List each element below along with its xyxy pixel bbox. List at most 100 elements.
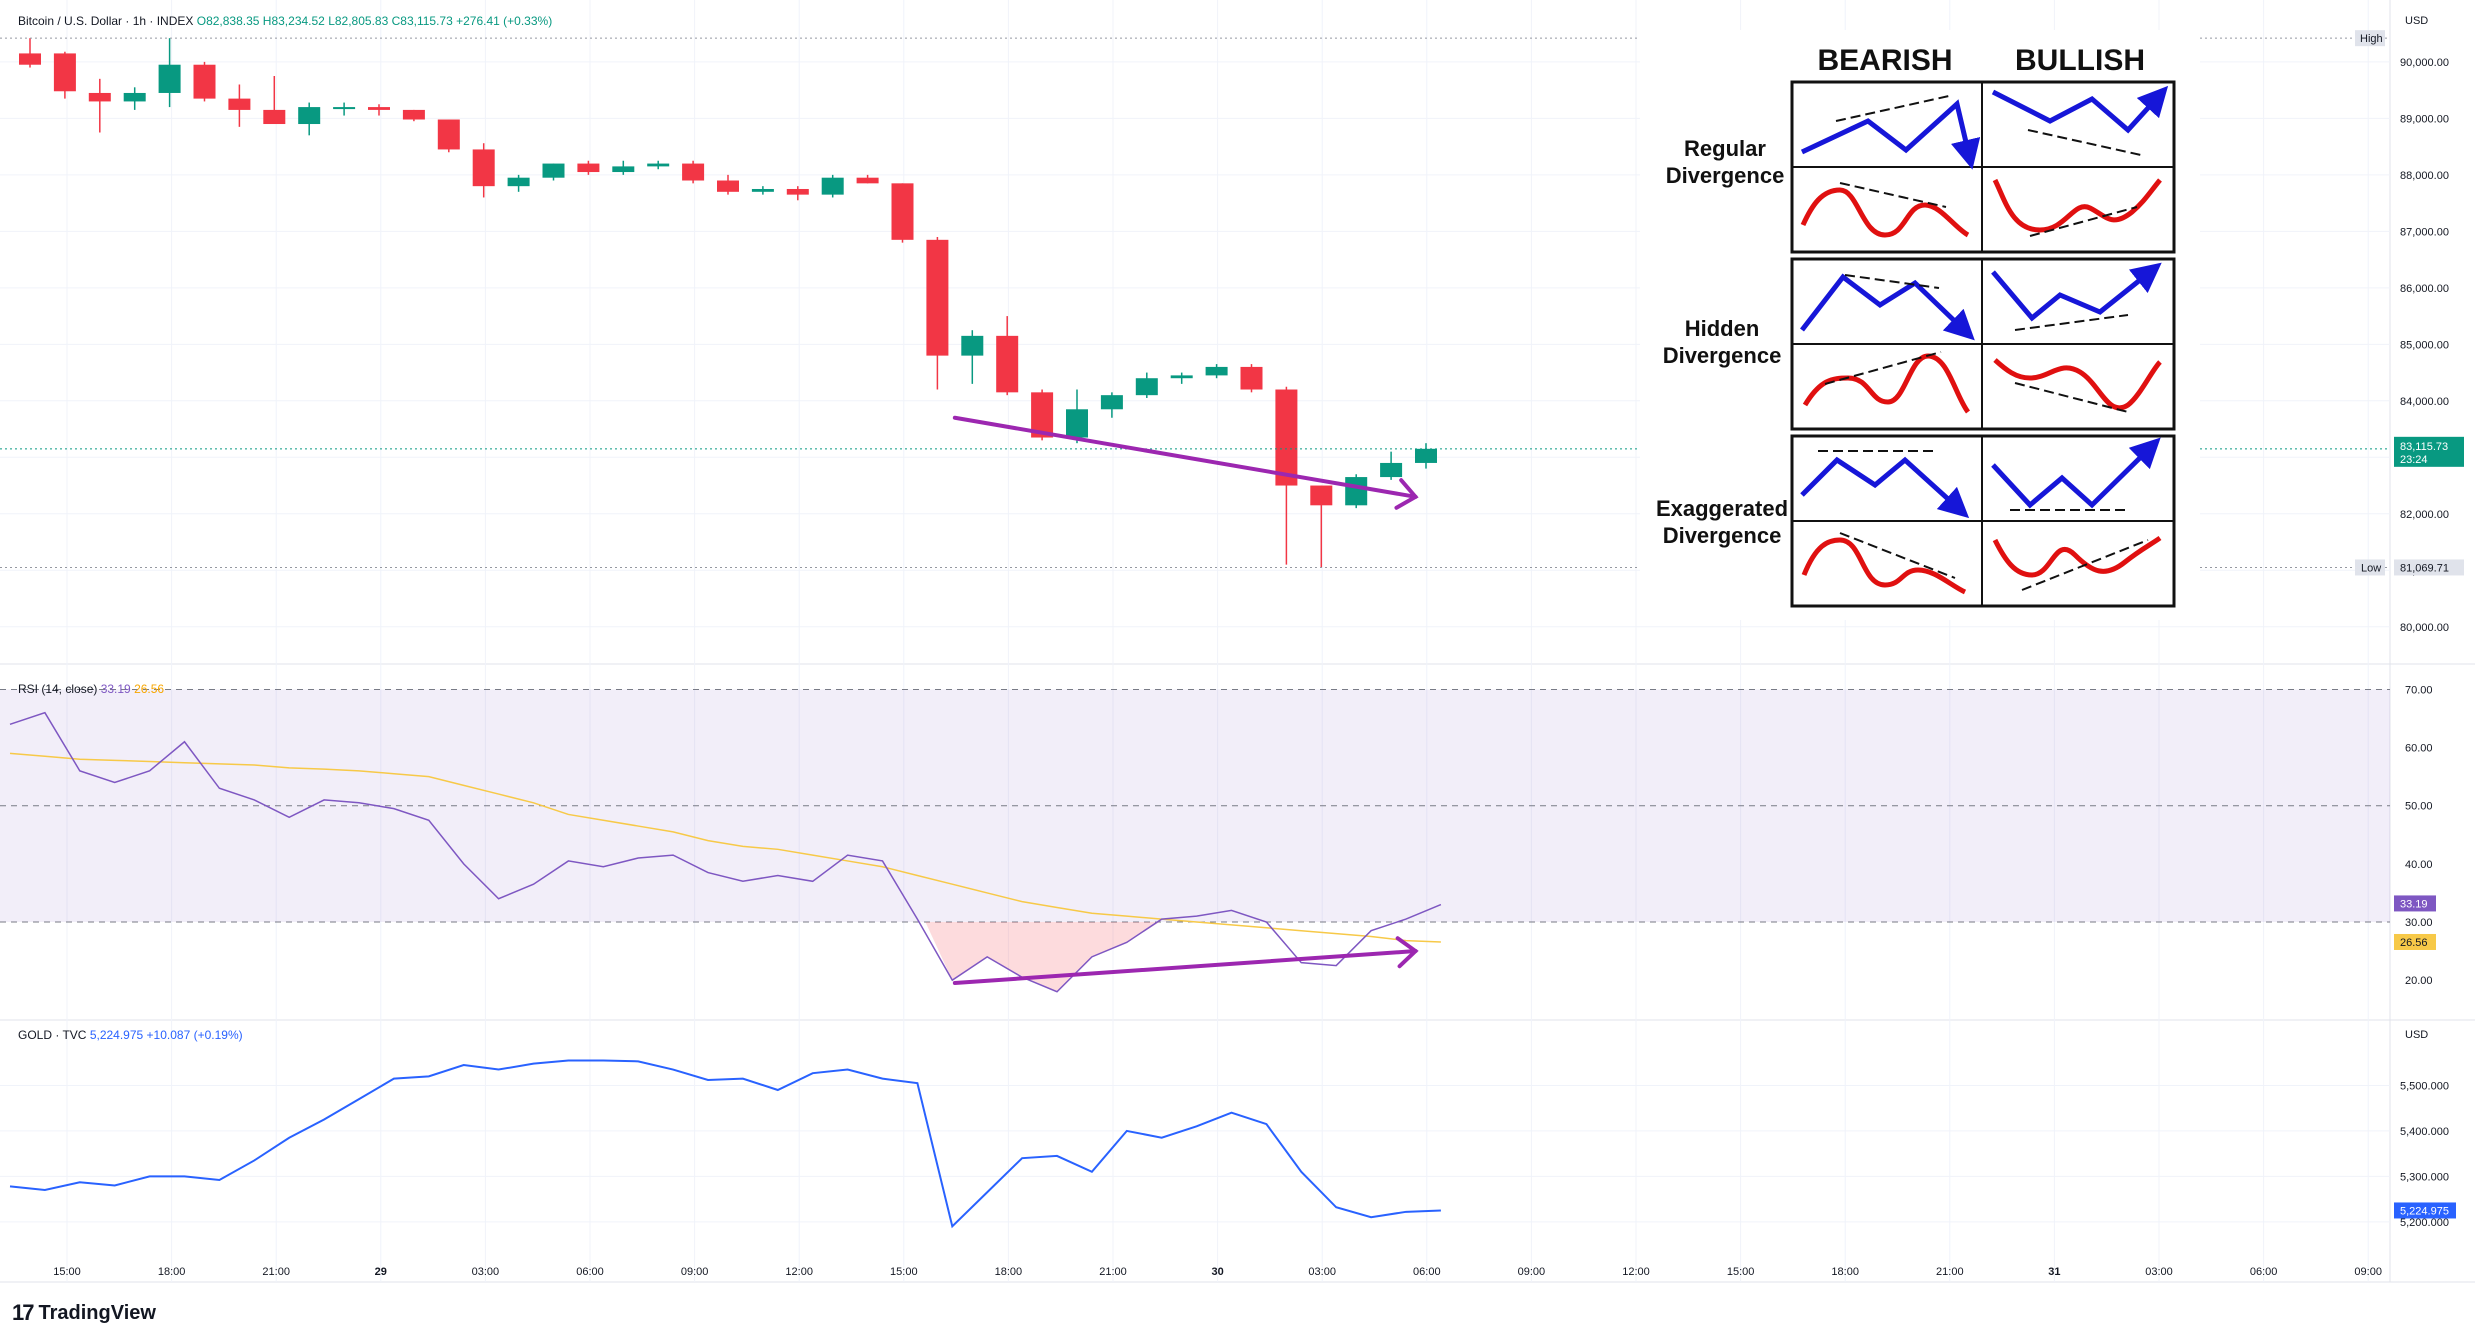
main-legend[interactable]: Bitcoin / U.S. Dollar · 1h · INDEX O82,8… — [18, 14, 552, 28]
candle-body — [612, 166, 635, 173]
gold-tick: 5,300.000 — [2400, 1171, 2449, 1183]
candle-body — [786, 188, 809, 195]
rsi-ma-tag-bg — [2394, 933, 2436, 950]
rsi-band — [0, 688, 2390, 923]
open-value: O82,838.35 — [196, 14, 260, 28]
candle-body — [856, 177, 879, 184]
rsi-ma-line — [9, 752, 1441, 943]
rsi-tick: 40.00 — [2405, 859, 2433, 871]
time-tick: 03:00 — [472, 1266, 500, 1278]
price-tick: 80,000.00 — [2400, 622, 2449, 634]
exaggerated-divergence-box — [1790, 434, 2176, 608]
candle-body — [1135, 378, 1158, 396]
rsi-legend[interactable]: RSI (14, close) 33.19 26.56 — [18, 682, 164, 696]
candle-body — [193, 64, 216, 99]
candle-body — [1066, 409, 1088, 438]
candle-body — [996, 335, 1019, 393]
symbol-title: Bitcoin / U.S. Dollar · 1h · INDEX — [18, 14, 194, 28]
candle-body — [1100, 395, 1123, 410]
candle-body — [1380, 462, 1403, 478]
rsi-line — [9, 711, 1442, 993]
hidden-label-1: Hidden — [1685, 316, 1760, 341]
low-tag-bg — [2355, 559, 2385, 576]
time-tick: 31 — [2048, 1266, 2060, 1278]
countdown-tag: 23:24 — [2400, 454, 2428, 466]
regular-divergence-box — [1790, 80, 2176, 254]
candle-body — [1205, 366, 1228, 376]
time-tick: 21:00 — [1099, 1266, 1127, 1278]
price-divergence-arrow-head — [1394, 478, 1419, 510]
divergence-panel: BEARISH BULLISH Regular Divergence Hidde… — [1640, 30, 2200, 620]
price-tick: 86,000.00 — [2400, 283, 2449, 295]
change-value: +276.41 (+0.33%) — [456, 14, 553, 28]
bearish-header: BEARISH — [1817, 44, 1952, 77]
rsi-ma-tag: 26.56 — [2400, 937, 2428, 949]
time-tick: 03:00 — [1308, 1266, 1336, 1278]
time-tick: 06:00 — [1413, 1266, 1441, 1278]
tradingview-logo[interactable]: 17 TradingView — [12, 1300, 156, 1326]
candle-body — [88, 92, 111, 102]
rsi-tick: 20.00 — [2405, 975, 2433, 987]
candle-body — [1031, 392, 1054, 438]
rsi-oversold-fill — [925, 921, 1160, 992]
rsi-divergence-arrow-head — [1395, 936, 1419, 969]
rsi-divergence-arrow — [952, 949, 1418, 986]
gold-change: +10.087 (+0.19%) — [146, 1028, 243, 1042]
regular-label-1: Regular — [1684, 136, 1766, 161]
price-tick: 87,000.00 — [2400, 226, 2449, 238]
candle-body — [507, 177, 530, 187]
gold-axis[interactable]: USD 5,200.000 5,300.000 5,400.000 5,500.000 5… — [2394, 1029, 2456, 1229]
candle-body — [228, 98, 251, 110]
candle-body — [821, 177, 844, 195]
low-value: L82,805.83 — [328, 14, 389, 28]
candle-body — [402, 109, 425, 120]
time-tick: 15:00 — [890, 1266, 918, 1278]
price-tick: 89,000.00 — [2400, 113, 2449, 125]
gold-legend[interactable]: GOLD · TVC 5,224.975 +10.087 (+0.19%) — [18, 1028, 243, 1042]
rsi-axis[interactable]: 20.00 30.00 40.00 50.00 60.00 70.00 33.19 26.56 — [2394, 684, 2436, 987]
price-tick: 84,000.00 — [2400, 396, 2449, 408]
candle-body — [472, 149, 495, 187]
price-tick: 88,000.00 — [2400, 170, 2449, 182]
gold-title: GOLD · TVC — [18, 1028, 87, 1042]
candle-body — [333, 107, 356, 110]
time-tick: 06:00 — [2250, 1266, 2278, 1278]
price-tick: 82,000.00 — [2400, 509, 2449, 521]
time-tick: 03:00 — [2145, 1266, 2173, 1278]
time-tick: 30 — [1211, 1266, 1223, 1278]
candle-body — [1170, 375, 1193, 379]
exaggerated-label-2: Divergence — [1663, 523, 1782, 548]
price-axis[interactable]: USD80,000.0081,000.0082,000.0083,000.008… — [2355, 15, 2464, 634]
rsi-ma-value: 26.56 — [134, 682, 165, 696]
candle-body — [717, 180, 739, 192]
time-tick: 18:00 — [995, 1266, 1023, 1278]
gold-tick: 5,500.000 — [2400, 1080, 2449, 1092]
candle-body — [751, 188, 774, 192]
gold-last-tag-bg — [2394, 1202, 2456, 1219]
candle-body — [577, 163, 600, 173]
candle-body — [1345, 477, 1368, 506]
time-tick: 18:00 — [158, 1266, 186, 1278]
price-tick: 90,000.00 — [2400, 57, 2449, 69]
gold-tick: 5,200.000 — [2400, 1217, 2449, 1229]
bullish-header: BULLISH — [2015, 44, 2145, 77]
time-tick: 12:00 — [785, 1266, 813, 1278]
tradingview-wordmark: TradingView — [38, 1301, 156, 1324]
candle-body — [1310, 485, 1333, 506]
rsi-tick: 50.00 — [2405, 801, 2433, 813]
candle-body — [298, 107, 321, 125]
pane-separators — [0, 0, 2475, 1283]
time-tick: 12:00 — [1622, 1266, 1650, 1278]
candle-body — [53, 53, 76, 92]
candle-body — [368, 107, 390, 110]
candle-body — [891, 183, 914, 240]
time-tick: 29 — [375, 1266, 387, 1278]
last-price-tag-bg — [2394, 436, 2464, 467]
candle-body — [1275, 389, 1298, 486]
tradingview-mark-icon: 17 — [12, 1300, 35, 1325]
gold-last-tag: 5,224.975 — [2400, 1205, 2449, 1217]
candle-body — [1240, 366, 1263, 390]
candle-body — [1415, 448, 1437, 463]
time-axis[interactable]: 15:00 18:00 21:00 29 03:00 06:00 09:00 12:00 15:… — [53, 1266, 2382, 1278]
